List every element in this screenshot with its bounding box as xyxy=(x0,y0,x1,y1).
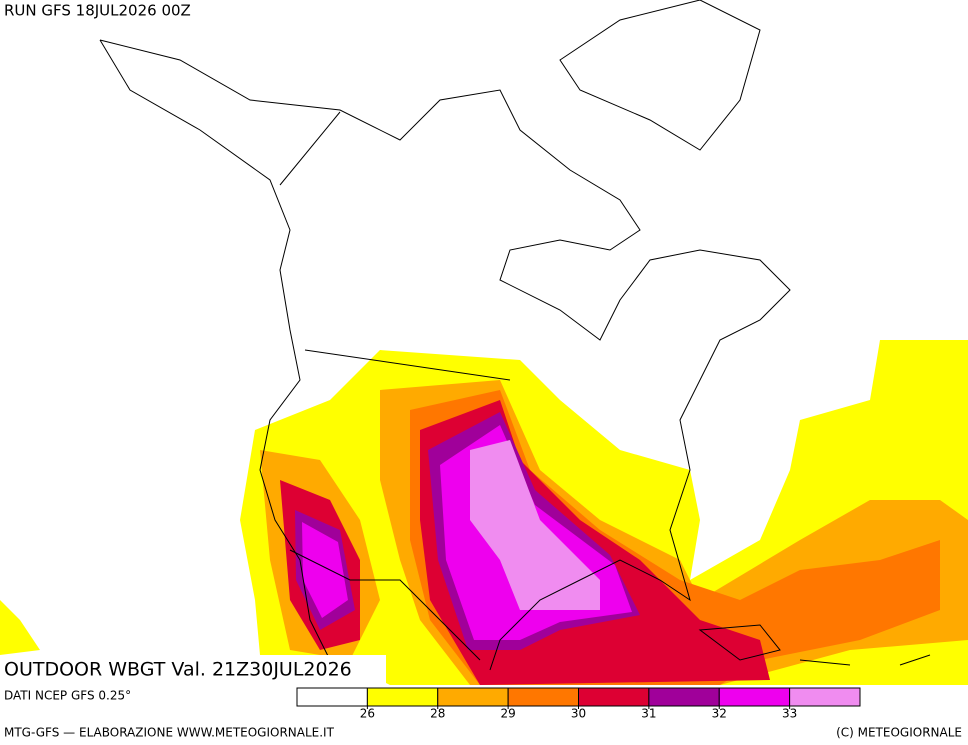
legend-swatch xyxy=(366,687,439,707)
legend-swatch xyxy=(507,687,579,707)
legend-tick-label: 31 xyxy=(641,707,656,721)
heat-field xyxy=(0,340,968,685)
legend-tick-label: 30 xyxy=(571,707,586,721)
heat-area xyxy=(470,440,600,610)
legend-swatch xyxy=(296,687,368,707)
map-title: OUTDOOR WBGT Val. 21Z30JUL2026 xyxy=(4,659,352,681)
legend-tick-label: 28 xyxy=(430,707,445,721)
legend-tick-label: 33 xyxy=(782,707,797,721)
color-legend: 26 28 29 30 31 32 33 xyxy=(296,687,861,721)
legend-swatch xyxy=(437,687,509,707)
legend-swatch xyxy=(718,687,791,707)
title-box xyxy=(0,655,386,685)
coastline xyxy=(559,0,761,151)
coastline xyxy=(698,624,931,666)
source-label: DATI NCEP GFS 0.25° xyxy=(4,689,131,703)
run-label: RUN GFS 18JUL2026 00Z xyxy=(4,2,191,20)
coastlines xyxy=(99,0,931,671)
legend-tick-label: 32 xyxy=(712,707,727,721)
legend-swatch xyxy=(578,687,650,707)
legend-swatch xyxy=(648,687,720,707)
legend-tick-label: 29 xyxy=(500,707,515,721)
credit-label: MTG-GFS — ELABORAZIONE WWW.METEOGIORNALE… xyxy=(4,726,335,740)
coastline xyxy=(99,39,791,671)
copyright-label: (C) METEOGIORNALE xyxy=(836,726,962,740)
legend-tick-label: 26 xyxy=(360,707,375,721)
border xyxy=(279,111,511,661)
legend-swatch xyxy=(789,687,861,707)
